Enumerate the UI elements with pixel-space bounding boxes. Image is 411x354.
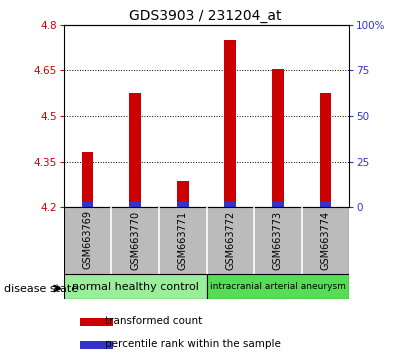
Bar [64, 274, 206, 299]
Text: GSM663773: GSM663773 [273, 210, 283, 270]
Text: disease state: disease state [4, 284, 78, 293]
Bar [320, 202, 332, 207]
Bar [272, 69, 284, 207]
Text: GSM663771: GSM663771 [178, 210, 188, 270]
Bar [224, 202, 236, 207]
Bar [81, 202, 93, 207]
Bar [129, 202, 141, 207]
Text: GSM663769: GSM663769 [83, 210, 92, 269]
Text: GSM663770: GSM663770 [130, 210, 140, 270]
Bar [81, 152, 93, 207]
Text: transformed count: transformed count [105, 316, 202, 326]
Bar [272, 202, 284, 207]
Bar [320, 93, 332, 207]
Text: percentile rank within the sample: percentile rank within the sample [105, 339, 281, 349]
Bar [80, 341, 113, 349]
Text: normal healthy control: normal healthy control [72, 282, 199, 292]
Bar [129, 93, 141, 207]
Bar [224, 40, 236, 207]
Text: GSM663774: GSM663774 [321, 210, 330, 270]
Bar [80, 318, 113, 326]
Bar [206, 274, 349, 299]
Text: GSM663772: GSM663772 [225, 210, 236, 270]
Text: GDS3903 / 231204_at: GDS3903 / 231204_at [129, 9, 282, 23]
Bar [177, 181, 189, 207]
Bar [177, 202, 189, 207]
Text: intracranial arterial aneurysm: intracranial arterial aneurysm [210, 282, 346, 291]
